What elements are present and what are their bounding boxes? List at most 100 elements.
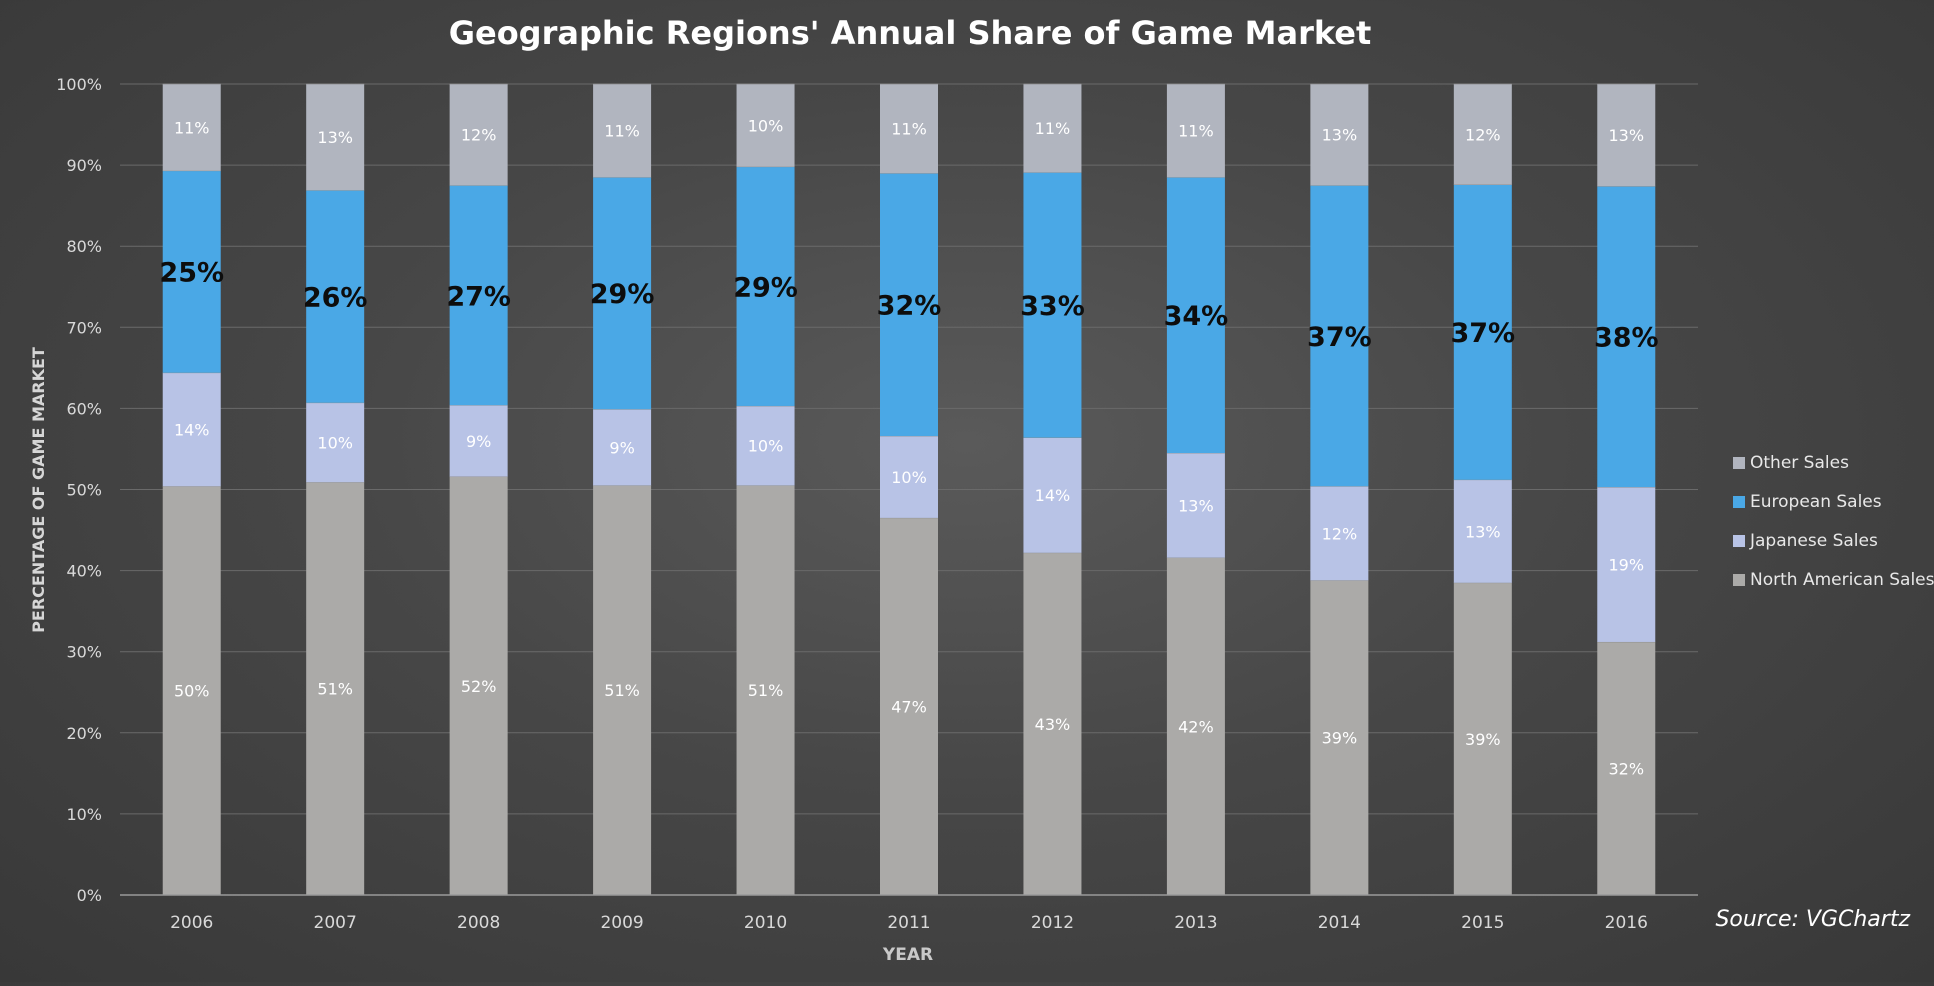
x-tick-label: 2007	[314, 913, 357, 933]
data-label: 9%	[609, 438, 634, 457]
y-tick-label: 10%	[66, 805, 102, 824]
legend-label: Japanese Sales	[1749, 531, 1878, 551]
bar-segment	[306, 482, 365, 895]
bar-segment	[736, 84, 795, 167]
data-label: 14%	[1035, 486, 1071, 505]
x-axis-title: YEAR	[882, 945, 933, 965]
data-label: 10%	[748, 437, 784, 456]
bar-segment	[162, 372, 221, 487]
source-annotation: Source: VGChartz	[1715, 907, 1910, 932]
bar-segment	[1597, 641, 1656, 895]
x-tick-label: 2010	[744, 913, 787, 933]
y-tick-label: 30%	[66, 643, 102, 662]
data-label: 29%	[590, 279, 655, 310]
bar-segment	[593, 177, 652, 410]
y-tick-label: 100%	[56, 75, 102, 94]
data-label: 51%	[604, 681, 640, 700]
legend-label: North American Sales	[1750, 570, 1934, 590]
x-tick-label: 2006	[170, 913, 213, 933]
bar-segment	[1166, 177, 1225, 454]
data-label: 32%	[877, 291, 942, 322]
data-label: 11%	[174, 118, 210, 137]
data-label: 10%	[748, 116, 784, 135]
bar-segment	[1310, 185, 1369, 487]
y-tick-label: 90%	[66, 156, 102, 175]
y-tick-label: 60%	[66, 399, 102, 418]
data-label: 13%	[1322, 126, 1358, 145]
data-label: 10%	[891, 468, 927, 487]
legend-label: Other Sales	[1750, 453, 1849, 473]
x-tick-label: 2008	[457, 913, 500, 933]
data-label: 12%	[1322, 524, 1358, 543]
data-label: 43%	[1035, 715, 1071, 734]
data-label: 12%	[1465, 125, 1501, 144]
bar-segment	[1023, 437, 1082, 553]
data-label: 39%	[1322, 729, 1358, 748]
chart-title: Geographic Regions' Annual Share of Game…	[449, 14, 1372, 52]
y-tick-label: 50%	[66, 481, 102, 500]
legend-label: European Sales	[1750, 492, 1882, 512]
bar-segment	[306, 190, 365, 403]
bar-segment	[1310, 486, 1369, 581]
x-tick-label: 2016	[1605, 913, 1648, 933]
data-label: 26%	[303, 282, 368, 313]
bar-segment	[736, 166, 795, 406]
bar-segment	[880, 173, 938, 436]
data-label: 9%	[466, 432, 491, 451]
bar-segment	[593, 485, 652, 895]
bar-segment	[1023, 172, 1082, 438]
y-tick-label: 20%	[66, 724, 102, 743]
bar-segment	[1166, 84, 1225, 178]
bar-segment	[449, 405, 508, 477]
y-axis-title: PERCENTAGE OF GAME MARKET	[29, 347, 48, 633]
data-label: 34%	[1164, 301, 1229, 332]
bars	[162, 83, 1656, 895]
bar-segment	[306, 402, 365, 483]
data-label: 51%	[317, 680, 353, 699]
x-tick-label: 2015	[1461, 913, 1504, 933]
data-label: 51%	[748, 681, 784, 700]
bar-segment	[736, 405, 795, 486]
bar-segment	[1453, 84, 1512, 185]
data-label: 12%	[461, 126, 497, 145]
data-label: 52%	[461, 677, 497, 696]
y-tick-label: 0%	[77, 886, 102, 905]
data-label: 10%	[317, 433, 353, 452]
data-label: 25%	[159, 258, 224, 289]
bar-segment	[449, 84, 508, 186]
legend-swatch	[1733, 574, 1745, 586]
data-label: 47%	[891, 697, 927, 716]
data-label: 13%	[317, 128, 353, 147]
data-label: 38%	[1594, 323, 1659, 354]
data-label: 37%	[1450, 318, 1515, 349]
legend: Other Sales European Sales Japanese Sales N…	[1733, 453, 1934, 590]
data-label: 27%	[446, 281, 511, 312]
bar-segment	[880, 435, 938, 518]
bar-segment	[1310, 84, 1369, 186]
x-tick-label: 2013	[1174, 913, 1217, 933]
bar-segment	[162, 84, 221, 171]
bar-segment	[880, 84, 938, 174]
x-tick-label: 2011	[887, 913, 930, 933]
data-label: 50%	[174, 682, 210, 701]
bar-segment	[1597, 487, 1656, 642]
data-label: 13%	[1608, 126, 1644, 145]
data-label: 37%	[1307, 322, 1372, 353]
legend-swatch	[1733, 496, 1745, 508]
data-label: 33%	[1020, 291, 1085, 322]
bar-segment	[1023, 84, 1082, 173]
bar-segment	[1310, 580, 1369, 895]
bar-segment	[1453, 479, 1512, 583]
bar-segment	[306, 84, 365, 191]
x-tick-label: 2012	[1031, 913, 1074, 933]
x-tick-label: 2014	[1318, 913, 1361, 933]
x-tick-label: 2009	[600, 913, 643, 933]
bar-segment	[162, 486, 221, 895]
bar-segment	[593, 409, 652, 486]
y-tick-label: 70%	[66, 318, 102, 337]
bar-segment	[593, 84, 652, 178]
data-label: 39%	[1465, 730, 1501, 749]
bar-segment	[1597, 186, 1656, 488]
